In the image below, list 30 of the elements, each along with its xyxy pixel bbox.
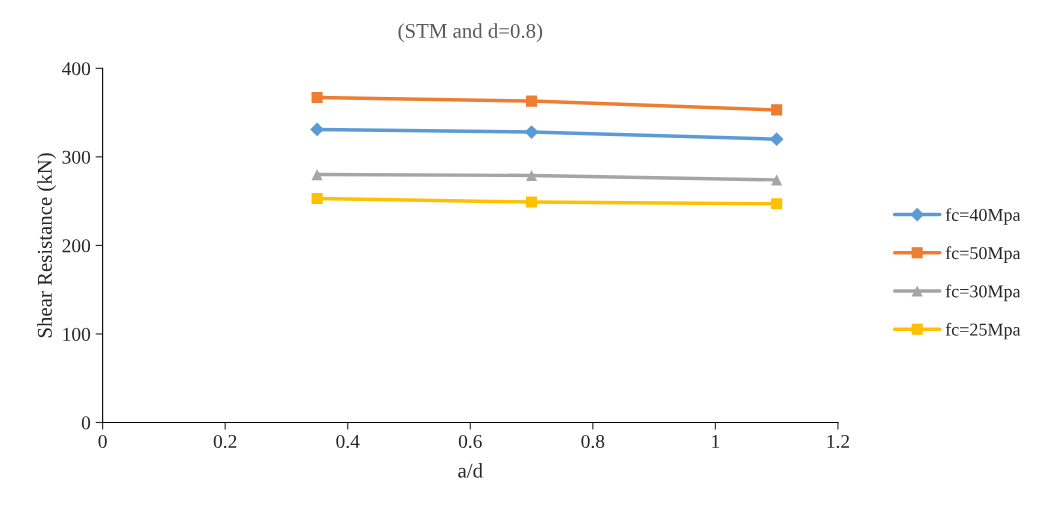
y-axis-title: Shear Resistance (kN) (37, 153, 57, 338)
x-tick-label: 0.6 (458, 434, 482, 449)
x-tick-label: 0.4 (336, 434, 360, 449)
legend-label: fc=40Mpa (945, 208, 1021, 225)
chart-title: (STM and d=0.8) (398, 23, 543, 43)
point (526, 196, 538, 208)
point (311, 169, 323, 181)
x-tick-label: 0.2 (213, 434, 237, 449)
point (310, 122, 324, 137)
legend-label: fc=50Mpa (945, 246, 1021, 263)
legend-label: fc=30Mpa (945, 284, 1021, 302)
point (311, 91, 323, 104)
point (524, 125, 539, 139)
point (771, 198, 783, 210)
point (769, 132, 784, 147)
point (311, 192, 323, 205)
y-tick-label: 300 (62, 150, 91, 164)
y-tick-label: 400 (62, 62, 91, 76)
point (771, 104, 783, 116)
x-tick-label: 1.2 (827, 434, 850, 449)
y-tick-label: 0 (81, 416, 91, 430)
y-tick-label: 200 (62, 239, 91, 253)
point (526, 169, 538, 182)
point (526, 95, 538, 107)
y-tick-label: 100 (63, 327, 91, 341)
x-tick-label: 0 (98, 434, 107, 448)
x-axis-title: a/d (458, 463, 483, 478)
legend-label: fc=25Mpa (945, 322, 1021, 340)
x-tick-label: 0.8 (581, 434, 605, 449)
x-tick-label: 1 (712, 434, 720, 448)
